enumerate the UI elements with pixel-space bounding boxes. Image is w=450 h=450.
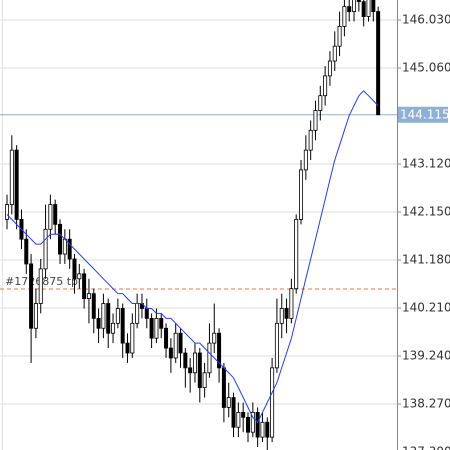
candle-body bbox=[197, 352, 202, 389]
candle-body bbox=[77, 273, 82, 280]
candle-body bbox=[33, 303, 38, 329]
candle-body bbox=[9, 149, 14, 205]
candle-body bbox=[62, 238, 67, 255]
candle-body bbox=[38, 268, 43, 304]
candle-body bbox=[183, 352, 188, 369]
candle-body bbox=[202, 372, 207, 389]
candle-body bbox=[270, 367, 275, 438]
candle-body bbox=[86, 293, 91, 299]
candle-body bbox=[241, 411, 246, 418]
candle-body bbox=[29, 263, 34, 329]
candle-body bbox=[376, 11, 381, 116]
candle-body bbox=[279, 308, 284, 324]
last-price-label: 144.115 bbox=[400, 107, 450, 121]
candle-body bbox=[96, 317, 101, 329]
candle-body bbox=[130, 322, 135, 354]
candle-body bbox=[149, 317, 154, 339]
candle-body bbox=[221, 367, 226, 408]
candle-body bbox=[318, 95, 323, 111]
y-tick-label: 139.240 bbox=[402, 348, 450, 362]
candle-body bbox=[72, 258, 77, 280]
candle-body bbox=[231, 397, 236, 428]
y-tick-label: 142.150 bbox=[402, 204, 450, 218]
candle-body bbox=[337, 26, 342, 47]
y-tick-label: 145.060 bbox=[402, 60, 450, 74]
candle-body bbox=[91, 293, 96, 319]
candle-body bbox=[111, 322, 116, 334]
y-tick-label: 138.270 bbox=[402, 396, 450, 410]
candle-body bbox=[168, 347, 173, 359]
candle-body bbox=[245, 416, 250, 433]
candle-body bbox=[178, 332, 183, 354]
candle-body bbox=[48, 204, 53, 230]
candle-body bbox=[265, 421, 270, 438]
candle-body bbox=[43, 228, 48, 270]
candle-body bbox=[342, 6, 347, 27]
y-tick-label: 146.030 bbox=[402, 12, 450, 26]
candle-body bbox=[188, 367, 193, 374]
candle-body bbox=[24, 238, 29, 265]
candle-body bbox=[67, 238, 72, 260]
candle-body bbox=[159, 317, 164, 329]
candle-body bbox=[120, 308, 125, 344]
candle-body bbox=[212, 332, 217, 344]
candle-body bbox=[323, 75, 328, 97]
candle-body bbox=[226, 397, 231, 408]
moving-average bbox=[6, 90, 379, 424]
candle-body bbox=[274, 322, 279, 369]
candle-body bbox=[361, 1, 366, 17]
y-tick-label: 141.180 bbox=[402, 252, 450, 266]
candle-body bbox=[144, 308, 149, 319]
candle-body bbox=[125, 342, 130, 354]
candle-body bbox=[164, 327, 169, 349]
y-tick-label: 137.300 bbox=[402, 444, 450, 450]
y-tick-label: 140.210 bbox=[402, 300, 450, 314]
candle-body bbox=[356, 0, 361, 3]
candle-body bbox=[332, 45, 337, 62]
candle-body bbox=[289, 288, 294, 319]
candle-body bbox=[82, 273, 87, 299]
candle-body bbox=[352, 0, 357, 12]
candle-body bbox=[284, 308, 289, 319]
candle-body bbox=[217, 332, 222, 369]
candle-body bbox=[106, 303, 111, 334]
candle-body bbox=[207, 342, 212, 374]
candle-body bbox=[250, 411, 255, 433]
candle-body bbox=[53, 204, 58, 225]
candle-body bbox=[5, 204, 10, 220]
candle-body bbox=[101, 303, 106, 329]
candle-body bbox=[299, 169, 304, 220]
candle-body bbox=[260, 421, 265, 438]
candle-body bbox=[347, 6, 352, 12]
candle-body bbox=[255, 411, 260, 438]
candle-body bbox=[327, 60, 332, 77]
candle-body bbox=[371, 0, 376, 12]
candle-body bbox=[366, 0, 371, 17]
candle-body bbox=[308, 129, 313, 151]
candle-body bbox=[192, 352, 197, 374]
candle-body bbox=[135, 303, 140, 324]
candle-body bbox=[154, 317, 159, 339]
candle-body bbox=[236, 411, 241, 428]
candle-body bbox=[173, 332, 178, 359]
candle-body bbox=[313, 110, 318, 131]
last-price-box bbox=[398, 106, 448, 123]
candle-body bbox=[294, 219, 299, 290]
candle-body bbox=[303, 149, 308, 171]
candle-body bbox=[14, 149, 19, 220]
y-tick-label: 143.120 bbox=[402, 156, 450, 170]
candle-body bbox=[58, 223, 63, 255]
candle-body bbox=[115, 308, 120, 324]
